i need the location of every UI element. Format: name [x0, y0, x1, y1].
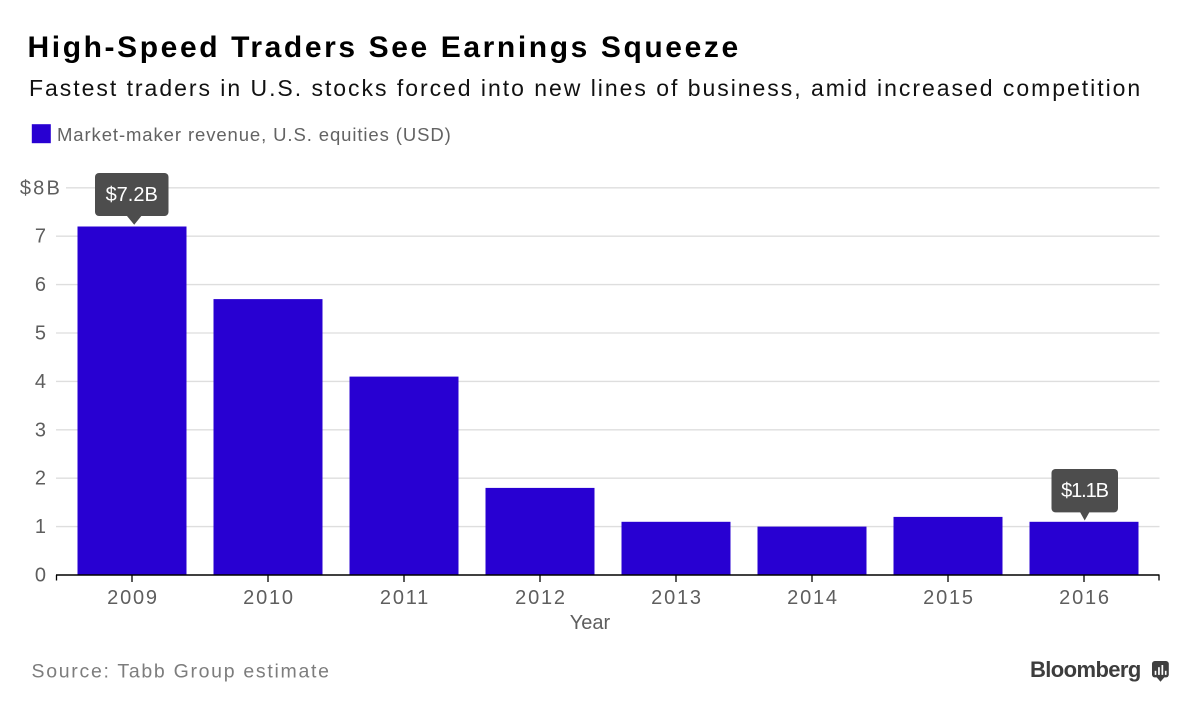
svg-text:Source: Tabb Group estimate: Source: Tabb Group estimate [32, 661, 331, 683]
svg-text:2011: 2011 [380, 587, 430, 609]
svg-text:2014: 2014 [787, 587, 839, 609]
svg-text:5: 5 [35, 323, 46, 345]
svg-text:$8B: $8B [20, 177, 62, 199]
svg-text:2: 2 [35, 468, 46, 490]
svg-text:2016: 2016 [1059, 587, 1111, 609]
svg-text:1: 1 [35, 516, 46, 538]
svg-text:$7.2B: $7.2B [106, 184, 158, 206]
svg-text:Bloomberg: Bloomberg [1030, 657, 1141, 682]
svg-text:2013: 2013 [651, 587, 703, 609]
svg-text:2009: 2009 [107, 587, 159, 609]
svg-text:2015: 2015 [923, 587, 975, 609]
svg-text:Year: Year [570, 612, 611, 634]
svg-text:7: 7 [35, 226, 46, 248]
svg-text:$1.1B: $1.1B [1061, 480, 1109, 502]
svg-text:Market-maker revenue, U.S. equ: Market-maker revenue, U.S. equities (USD… [57, 124, 452, 145]
svg-text:3: 3 [35, 419, 46, 441]
svg-text:2010: 2010 [243, 587, 295, 609]
svg-text:2012: 2012 [515, 587, 567, 609]
svg-text:6: 6 [35, 274, 46, 296]
svg-text:0: 0 [35, 565, 46, 587]
svg-text:4: 4 [35, 371, 46, 393]
